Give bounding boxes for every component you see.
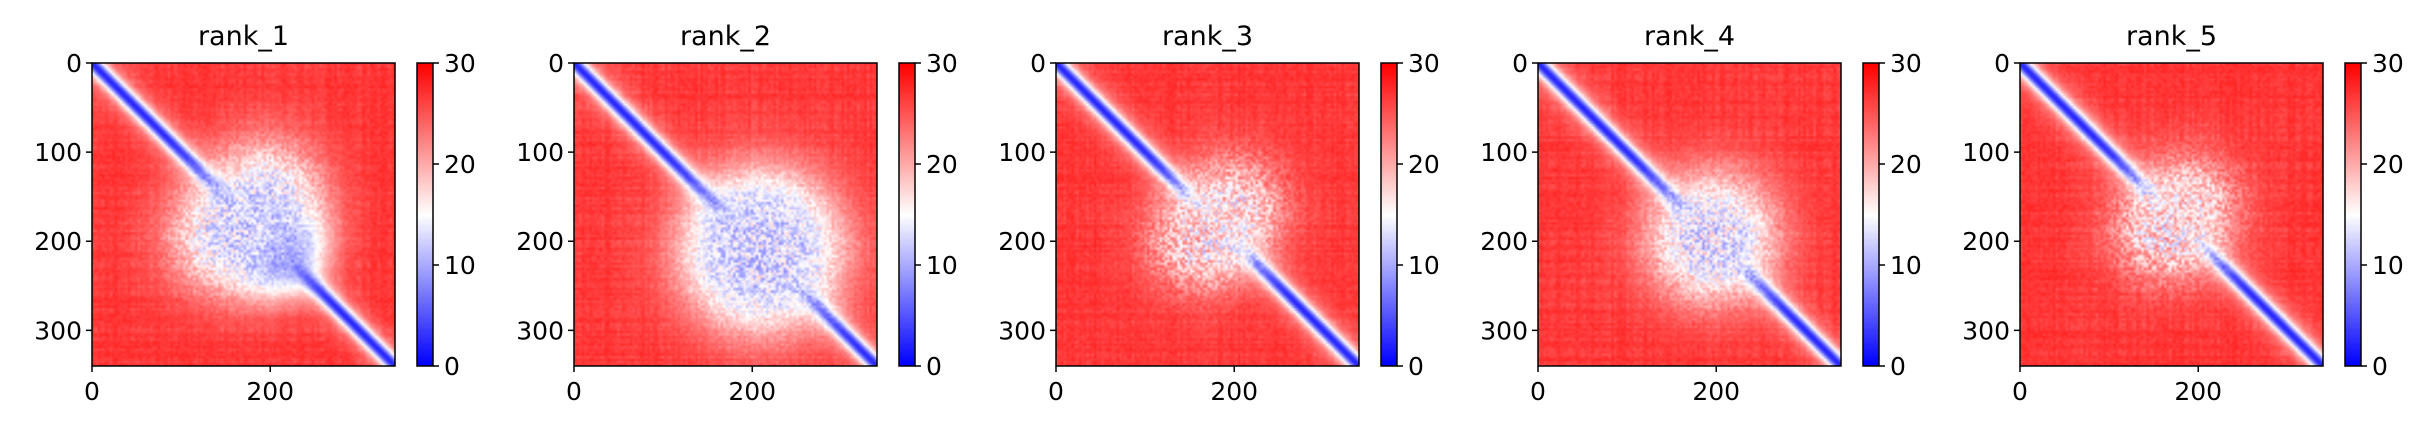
y-tick-label: 0 xyxy=(1512,49,1528,78)
y-tick-label: 100 xyxy=(998,138,1046,167)
heatmap-frame xyxy=(573,62,878,367)
colorbar-tick-label: 10 xyxy=(1890,251,1922,280)
y-tick-label: 100 xyxy=(1962,138,2010,167)
y-tick-label: 100 xyxy=(516,138,564,167)
y-tick-label: 200 xyxy=(998,227,1046,256)
colorbar-tick-label: 10 xyxy=(926,251,958,280)
colorbar-gradient xyxy=(1381,63,1397,366)
y-tick-label: 300 xyxy=(516,316,564,345)
heatmap-matrix xyxy=(1538,63,1841,366)
heatmap-matrix xyxy=(574,63,877,366)
colorbar-tick-label: 0 xyxy=(1890,352,1906,381)
colorbar-tick-label: 30 xyxy=(444,49,476,78)
x-tick-label: 200 xyxy=(1692,377,1740,406)
y-tick-label: 200 xyxy=(516,227,564,256)
colorbar-tick-label: 0 xyxy=(2372,352,2388,381)
y-tick-label: 0 xyxy=(1030,49,1046,78)
panel-title: rank_1 xyxy=(198,21,289,52)
colorbar-tick-label: 20 xyxy=(2372,150,2404,179)
colorbar-gradient xyxy=(2345,63,2361,366)
colorbar-tick-label: 0 xyxy=(444,352,460,381)
colorbar-frame xyxy=(2344,62,2362,367)
heatmap-matrix xyxy=(92,63,395,366)
y-tick-label: 200 xyxy=(34,227,82,256)
heatmap-matrix xyxy=(1056,63,1359,366)
x-tick-label: 0 xyxy=(1048,377,1064,406)
colorbar-tick-label: 0 xyxy=(926,352,942,381)
heatmap-panel-3: rank_3 0 100 200 300 0 200 0 10 20 30 xyxy=(998,21,1440,406)
colorbar-tick-label: 20 xyxy=(1890,150,1922,179)
heatmap-frame xyxy=(1055,62,1360,367)
colorbar-tick-label: 30 xyxy=(1890,49,1922,78)
panel-title: rank_4 xyxy=(1644,21,1735,52)
heatmap-frame xyxy=(1537,62,1842,367)
colorbar-gradient xyxy=(417,63,433,366)
colorbar-tick-label: 30 xyxy=(1408,49,1440,78)
heatmap-panel-1: rank_1 0 100 200 300 0 200 0 10 20 30 xyxy=(34,21,476,406)
heatmap-panel-2: rank_2 0 100 200 300 0 200 0 10 20 30 xyxy=(516,21,958,406)
x-tick-label: 200 xyxy=(728,377,776,406)
x-tick-label: 0 xyxy=(2012,377,2028,406)
colorbar-frame xyxy=(1380,62,1398,367)
x-tick-label: 200 xyxy=(2174,377,2222,406)
colorbar-tick-label: 10 xyxy=(1408,251,1440,280)
colorbar-tick-label: 20 xyxy=(1408,150,1440,179)
y-tick-label: 100 xyxy=(1480,138,1528,167)
colorbar-tick-label: 10 xyxy=(444,251,476,280)
x-tick-label: 0 xyxy=(84,377,100,406)
heatmap-panel-5: rank_5 0 100 200 300 0 200 0 10 20 30 xyxy=(1962,21,2404,406)
panel-title: rank_2 xyxy=(680,21,771,52)
colorbar-tick-label: 20 xyxy=(444,150,476,179)
heatmap-frame xyxy=(2019,62,2324,367)
y-tick-label: 0 xyxy=(1994,49,2010,78)
panel-title: rank_3 xyxy=(1162,21,1253,52)
heatmap-frame xyxy=(91,62,396,367)
y-tick-label: 300 xyxy=(998,316,1046,345)
colorbar-tick-label: 0 xyxy=(1408,352,1424,381)
colorbar-tick-label: 30 xyxy=(2372,49,2404,78)
colorbar-frame xyxy=(416,62,434,367)
y-tick-label: 200 xyxy=(1480,227,1528,256)
heatmap-panel-4: rank_4 0 100 200 300 0 200 0 10 20 30 xyxy=(1480,21,1922,406)
x-tick-label: 200 xyxy=(1210,377,1258,406)
y-tick-label: 300 xyxy=(1962,316,2010,345)
colorbar-frame xyxy=(1862,62,1880,367)
y-tick-label: 0 xyxy=(548,49,564,78)
colorbar-tick-label: 10 xyxy=(2372,251,2404,280)
y-tick-label: 0 xyxy=(66,49,82,78)
x-tick-label: 200 xyxy=(246,377,294,406)
y-tick-label: 100 xyxy=(34,138,82,167)
colorbar-gradient xyxy=(1863,63,1879,366)
y-tick-label: 200 xyxy=(1962,227,2010,256)
y-tick-label: 300 xyxy=(1480,316,1528,345)
colorbar-tick-label: 30 xyxy=(926,49,958,78)
heatmap-matrix xyxy=(2020,63,2323,366)
colorbar-gradient xyxy=(899,63,915,366)
x-tick-label: 0 xyxy=(566,377,582,406)
x-tick-label: 0 xyxy=(1530,377,1546,406)
colorbar-tick-label: 20 xyxy=(926,150,958,179)
colorbar-frame xyxy=(898,62,916,367)
panel-title: rank_5 xyxy=(2126,21,2217,52)
y-tick-label: 300 xyxy=(34,316,82,345)
